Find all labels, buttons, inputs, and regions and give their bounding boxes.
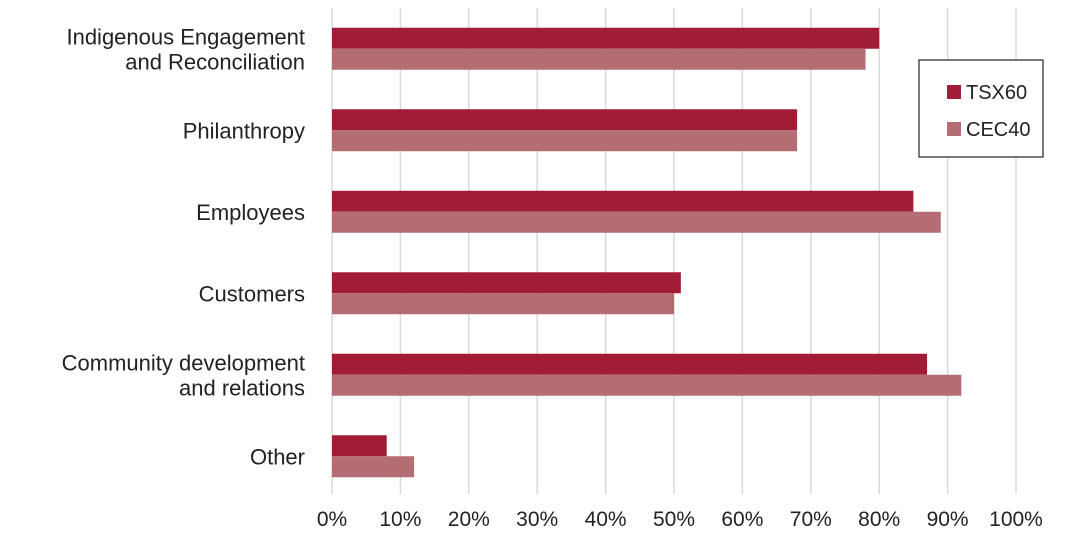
category-label: Philanthropy [183, 118, 305, 143]
legend-swatch-cec40 [947, 122, 961, 136]
legend: TSX60 CEC40 [918, 59, 1044, 158]
bars [332, 27, 962, 478]
x-tick-label: 100% [989, 508, 1043, 531]
category-label: Indigenous Engagement [66, 24, 305, 49]
x-tick-label: 70% [790, 508, 832, 531]
x-tick-labels: 0% 10% 20% 30% 40% 50% 60% 70% 80% 90% 100% [317, 508, 1043, 531]
x-tick-label: 90% [927, 508, 969, 531]
category-label: and relations [179, 375, 305, 400]
x-tick-label: 50% [653, 508, 695, 531]
bar-tsx60-5 [332, 435, 387, 457]
x-tick-label: 20% [448, 508, 490, 531]
bar-cec40-0 [332, 48, 866, 70]
category-label: Employees [196, 200, 305, 225]
bar-cec40-1 [332, 130, 798, 152]
category-label: Community development [62, 350, 305, 375]
bar-tsx60-0 [332, 27, 880, 49]
grid-lines [331, 8, 1017, 494]
x-tick-label: 10% [379, 508, 421, 531]
bar-cec40-5 [332, 456, 415, 478]
category-label: and Reconciliation [125, 49, 305, 74]
x-tick-label: 80% [858, 508, 900, 531]
category-label: Other [250, 444, 305, 469]
category-label: Customers [199, 281, 305, 306]
legend-box [918, 59, 1044, 158]
bar-tsx60-3 [332, 272, 681, 294]
legend-swatch-tsx60 [947, 85, 961, 99]
x-tick-label: 40% [585, 508, 627, 531]
legend-label-cec40: CEC40 [966, 119, 1030, 141]
x-tick-label: 0% [317, 508, 347, 531]
x-tick-label: 30% [516, 508, 558, 531]
bar-cec40-3 [332, 293, 674, 315]
bar-cec40-4 [332, 374, 962, 396]
bar-tsx60-4 [332, 353, 928, 375]
bar-cec40-2 [332, 211, 941, 233]
bar-tsx60-1 [332, 109, 798, 131]
x-tick-label: 60% [721, 508, 763, 531]
legend-label-tsx60: TSX60 [966, 82, 1027, 104]
bar-tsx60-2 [332, 190, 914, 212]
